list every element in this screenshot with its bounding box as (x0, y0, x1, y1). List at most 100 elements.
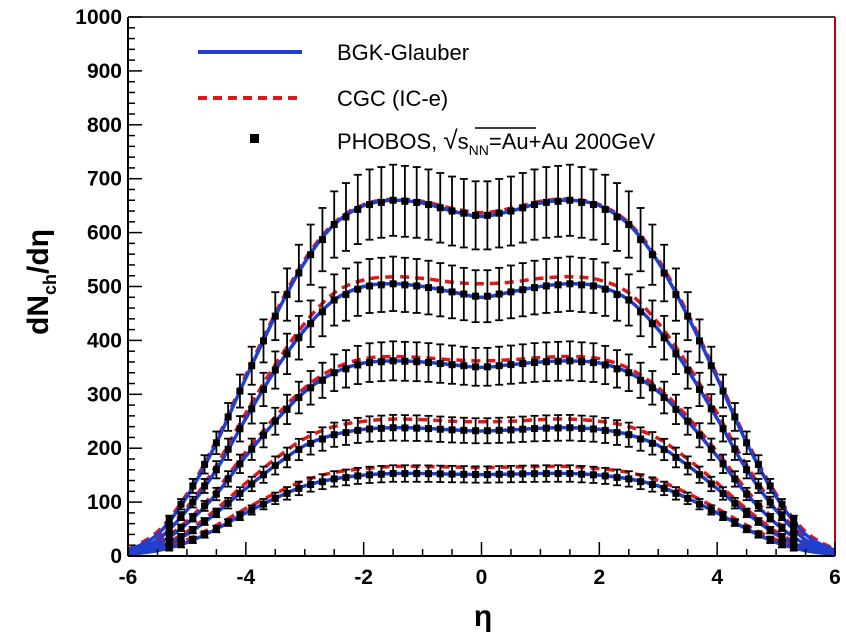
phobos-point-c0-43 (671, 267, 680, 322)
phobos-point-c0-39 (624, 190, 633, 259)
phobos-point-c1-18 (377, 256, 386, 313)
phobos-point-c1-13 (318, 286, 327, 338)
data-marker (260, 431, 268, 439)
phobos-point-c1-0 (165, 523, 174, 533)
phobos-point-c1-19 (389, 255, 398, 312)
phobos-point-c0-33 (554, 164, 563, 238)
data-marker (731, 519, 739, 527)
phobos-point-c1-29 (506, 264, 515, 320)
data-marker (743, 439, 751, 447)
phobos-point-c2-38 (613, 349, 622, 389)
data-marker (507, 207, 515, 215)
cgc-curve-1 (127, 274, 836, 553)
phobos-point-c2-42 (660, 380, 669, 415)
phobos-point-c3-49 (742, 507, 751, 519)
data-marker (613, 429, 621, 437)
phobos-point-c4-32 (542, 464, 551, 483)
x-tick-label: 0 (476, 566, 488, 589)
data-marker (495, 209, 503, 217)
phobos-point-c1-48 (730, 437, 739, 461)
phobos-point-c1-52 (777, 511, 786, 522)
phobos-point-c1-30 (518, 262, 527, 318)
data-marker (719, 489, 727, 497)
data-marker (436, 286, 444, 294)
phobos-point-c2-1 (177, 523, 186, 532)
phobos-point-c0-24 (448, 175, 457, 247)
phobos-point-c1-41 (648, 299, 657, 348)
data-marker (601, 361, 609, 369)
data-marker (271, 461, 279, 469)
phobos-point-c1-3 (200, 478, 209, 494)
data-marker (719, 425, 727, 433)
data-marker (212, 466, 220, 474)
data-marker (707, 445, 715, 453)
data-marker (377, 424, 385, 432)
phobos-point-c1-36 (589, 258, 598, 314)
bgk-curve-4 (127, 471, 836, 557)
data-marker (625, 475, 633, 483)
data-marker (189, 526, 197, 534)
data-marker (754, 518, 762, 526)
x-tick-label: -6 (119, 566, 138, 589)
data-marker (754, 482, 762, 490)
data-marker (283, 350, 291, 358)
phobos-point-c1-42 (660, 314, 669, 361)
phobos-point-c2-11 (294, 380, 303, 415)
data-marker (637, 376, 645, 384)
data-marker (613, 291, 621, 299)
data-marker (766, 514, 774, 522)
data-marker (707, 506, 715, 514)
phobos-point-c1-8 (259, 371, 268, 408)
phobos-point-c3-50 (754, 517, 763, 526)
data-marker (260, 471, 268, 479)
phobos-point-c0-36 (589, 168, 598, 241)
phobos-point-c3-40 (636, 426, 645, 452)
phobos-point-c0-1 (177, 498, 186, 511)
phobos-point-c2-17 (365, 342, 374, 383)
phobos-point-c2-35 (577, 341, 586, 383)
phobos-point-c3-21 (412, 414, 421, 442)
data-marker (389, 470, 397, 478)
data-marker (695, 337, 703, 345)
data-marker (189, 482, 197, 490)
phobos-point-c2-44 (683, 406, 692, 436)
x-tick-label: 6 (829, 566, 841, 589)
phobos-point-c3-33 (554, 414, 563, 442)
data-marker (377, 358, 385, 366)
data-marker (283, 291, 291, 299)
phobos-point-c1-37 (601, 261, 610, 317)
phobos-point-c2-4 (212, 486, 221, 502)
data-marker (472, 427, 480, 435)
y-tick-label: 700 (87, 168, 122, 191)
data-marker (495, 426, 503, 434)
x-tick-label: 2 (593, 566, 605, 589)
data-marker (790, 524, 798, 532)
phobos-point-c3-31 (530, 414, 539, 443)
data-marker (283, 489, 291, 497)
phobos-point-c2-27 (483, 346, 492, 387)
data-marker (684, 366, 692, 374)
data-marker (754, 502, 762, 510)
data-marker (531, 358, 539, 366)
data-marker (601, 426, 609, 434)
x-axis-title: η (474, 600, 492, 633)
phobos-point-c0-45 (695, 318, 704, 364)
data-marker (307, 251, 315, 259)
phobos-point-c4-43 (671, 486, 680, 501)
data-marker (766, 536, 774, 544)
data-marker (531, 284, 539, 292)
phobos-point-c4-22 (424, 464, 433, 483)
phobos-point-c1-24 (448, 264, 457, 320)
phobos-point-c3-52 (777, 533, 786, 542)
data-marker (731, 413, 739, 421)
data-marker (695, 385, 703, 393)
data-marker (342, 473, 350, 481)
data-marker (318, 435, 326, 443)
data-marker (389, 424, 397, 432)
data-marker (660, 334, 668, 342)
data-marker (165, 543, 173, 551)
data-marker (566, 470, 574, 478)
phobos-point-c3-44 (683, 455, 692, 476)
data-marker (589, 359, 597, 367)
phobos-point-c0-48 (730, 402, 739, 432)
